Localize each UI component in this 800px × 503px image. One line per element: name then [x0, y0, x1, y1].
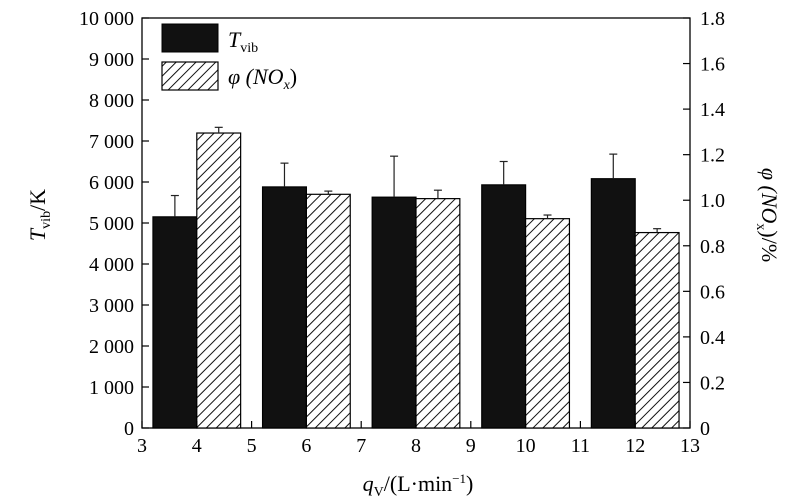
right-tick-label: 0	[700, 418, 710, 440]
x-tick-label: 4	[192, 435, 202, 457]
bar-nox	[524, 218, 571, 429]
right-tick-label: 1.8	[700, 8, 725, 30]
left-tick-label: 6 000	[89, 172, 134, 194]
right-tick-label: 1.4	[700, 99, 725, 121]
bar-tvib	[371, 196, 417, 429]
left-tick-label: 4 000	[89, 254, 134, 276]
x-tick-label: 3	[137, 435, 147, 457]
left-tick-label: 8 000	[89, 90, 134, 112]
right-tick-label: 1.2	[700, 145, 725, 167]
legend: Tvib φ (NOx)	[161, 23, 297, 93]
bar-tvib	[590, 178, 636, 429]
left-y-axis-title: Tvib/K	[25, 189, 54, 241]
legend-label-tvib: Tvib	[228, 27, 258, 56]
left-tick-label: 0	[124, 418, 134, 440]
bar-tvib	[481, 184, 527, 429]
x-tick-label: 7	[356, 435, 366, 457]
right-tick-label: 0.6	[700, 281, 725, 303]
left-tick-label: 5 000	[89, 213, 134, 235]
x-tick-label: 12	[625, 435, 645, 457]
legend-label-nox: φ (NOx)	[228, 64, 297, 93]
left-tick-label: 2 000	[89, 336, 134, 358]
bar-tvib	[261, 186, 307, 429]
right-tick-label: 1.6	[700, 54, 725, 76]
left-tick-label: 10 000	[79, 8, 134, 30]
bar-nox	[196, 132, 242, 429]
bar-nox	[634, 231, 680, 429]
bar-nox	[415, 198, 461, 429]
left-tick-label: 9 000	[89, 49, 134, 71]
left-tick-label: 3 000	[89, 295, 134, 317]
right-y-axis: 0 0.2 0.4 0.6 0.8 1.0 1.2 1.4 1.6 1.8	[683, 8, 725, 440]
left-y-axis: 0 1 000 2 000 3 000 4 000 5 000 6 000 7 000 8 00…	[79, 8, 149, 440]
legend-swatch-tvib	[161, 23, 219, 53]
x-tick-label: 11	[571, 435, 590, 457]
x-axis: 3 4 5 6 7 8 9 10 11 12 13	[137, 421, 700, 457]
x-tick-label: 8	[411, 435, 421, 457]
x-tick-label: 13	[680, 435, 700, 457]
right-tick-label: 1.0	[700, 190, 725, 212]
left-tick-label: 1 000	[89, 377, 134, 399]
bar-tvib	[152, 216, 198, 429]
right-tick-label: 0.8	[700, 236, 725, 258]
left-tick-label: 7 000	[89, 131, 134, 153]
bar-nox	[305, 193, 351, 429]
right-y-axis-title: φ (NOx)/%	[753, 168, 782, 262]
x-axis-title: qV/(L·min−1)	[363, 471, 474, 500]
right-tick-label: 0.2	[700, 372, 725, 394]
bar-group	[152, 126, 680, 429]
right-tick-label: 0.4	[700, 327, 725, 349]
x-tick-label: 5	[247, 435, 257, 457]
x-tick-label: 9	[466, 435, 476, 457]
x-tick-label: 6	[301, 435, 311, 457]
x-tick-label: 10	[516, 435, 536, 457]
legend-swatch-nox	[161, 61, 219, 91]
